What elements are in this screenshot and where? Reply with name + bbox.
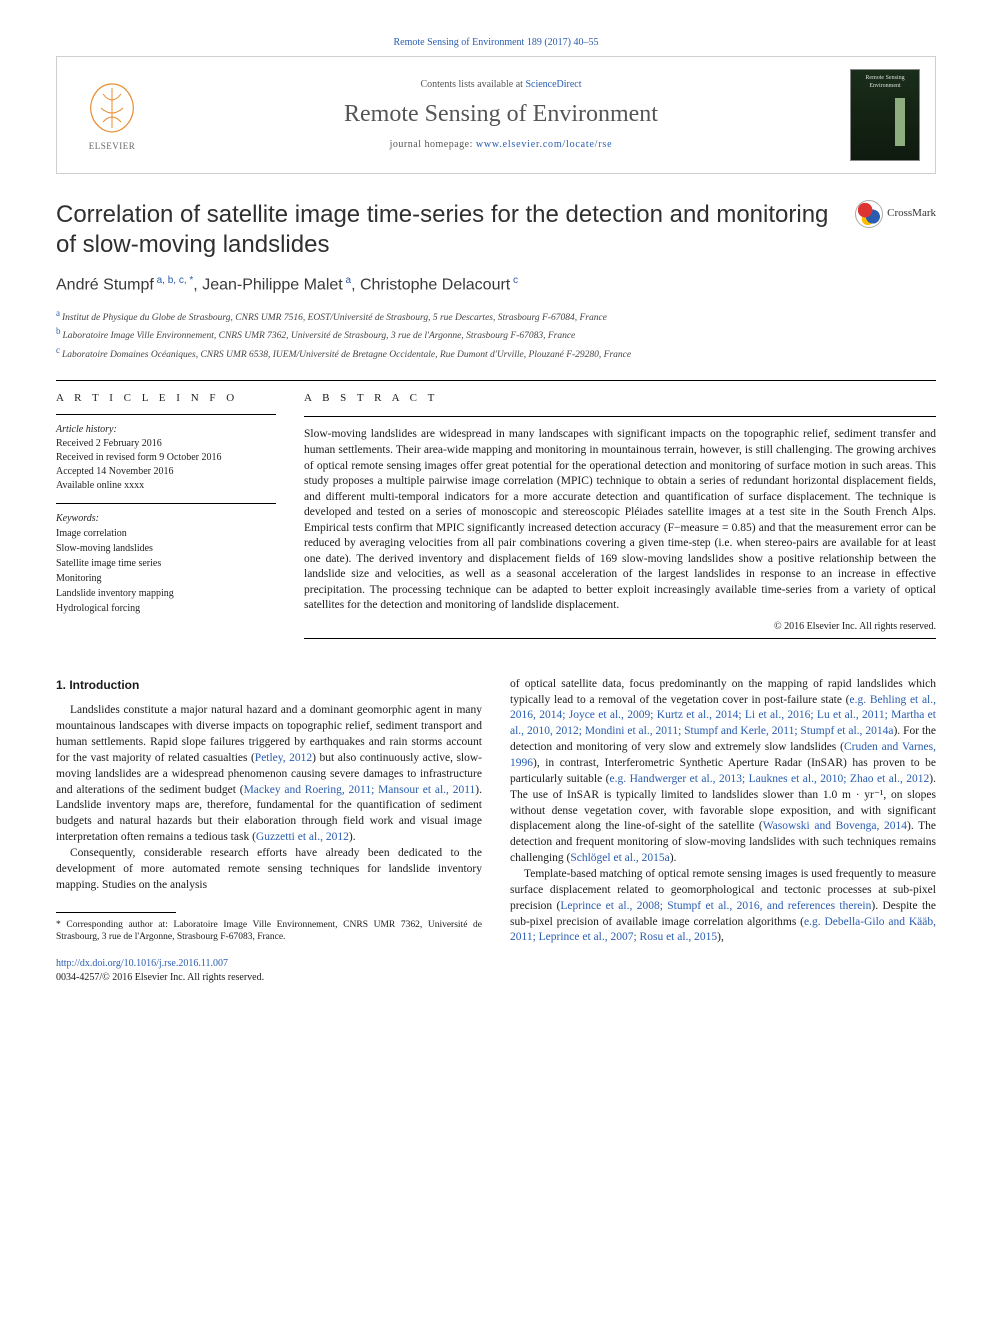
citation-link[interactable]: Cruden and Varnes, 1996 (510, 741, 936, 769)
info-rule-1 (56, 414, 276, 415)
history-line: Received in revised form 9 October 2016 (56, 451, 276, 465)
header-center: Contents lists available at ScienceDirec… (167, 57, 835, 173)
affiliation-line: bLaboratoire Image Ville Environnement, … (56, 325, 936, 343)
citation-link[interactable]: e.g. Handwerger et al., 2013; Lauknes et… (610, 773, 930, 785)
journal-cover-icon: Remote Sensing Environment (850, 69, 920, 161)
citation-link[interactable]: Schlögel et al., 2015a (570, 852, 669, 864)
affil-label: b (56, 326, 61, 336)
sciencedirect-link[interactable]: ScienceDirect (525, 79, 581, 90)
abstract-column: A B S T R A C T Slow-moving landslides a… (304, 391, 936, 649)
homepage-line: journal homepage: www.elsevier.com/locat… (390, 138, 613, 152)
article-title: Correlation of satellite image time-seri… (56, 200, 843, 260)
author-sup: c (510, 275, 518, 286)
body-col-right: of optical satellite data, focus predomi… (510, 677, 936, 985)
keyword: Image correlation (56, 527, 276, 541)
corresponding-footnote: * Corresponding author at: Laboratoire I… (56, 919, 482, 944)
citation-link[interactable]: Leprince et al., 2008; Stumpf et al., 20… (560, 900, 871, 912)
history-line: Received 2 February 2016 (56, 437, 276, 451)
author-name: André Stumpf (56, 276, 154, 293)
doi-link[interactable]: http://dx.doi.org/10.1016/j.rse.2016.11.… (56, 958, 228, 969)
crossmark-badge[interactable]: CrossMark (855, 200, 936, 228)
citation-link[interactable]: e.g. Behling et al., 2016, 2014; Joyce e… (510, 694, 936, 738)
contents-line: Contents lists available at ScienceDirec… (420, 78, 581, 92)
footnote-text: Corresponding author at: Laboratoire Ima… (56, 920, 482, 942)
doi-block: http://dx.doi.org/10.1016/j.rse.2016.11.… (56, 957, 482, 985)
keyword: Hydrological forcing (56, 602, 276, 616)
body-col-left: 1. Introduction Landslides constitute a … (56, 677, 482, 985)
history-label: Article history: (56, 423, 276, 437)
keywords-block: Keywords: Image correlationSlow-moving l… (56, 512, 276, 616)
history-line: Accepted 14 November 2016 (56, 465, 276, 479)
article-info-column: A R T I C L E I N F O Article history: R… (56, 391, 276, 649)
affiliation-line: aInstitut de Physique du Globe de Strasb… (56, 307, 936, 325)
article-history: Article history: Received 2 February 201… (56, 423, 276, 493)
journal-header: ELSEVIER Contents lists available at Sci… (56, 56, 936, 174)
journal-homepage-link[interactable]: www.elsevier.com/locate/rse (476, 139, 612, 150)
crossmark-label: CrossMark (887, 206, 936, 221)
body-paragraph: Template-based matching of optical remot… (510, 867, 936, 946)
author-name: Jean-Philippe Malet (202, 276, 343, 293)
homepage-prefix: journal homepage: (390, 139, 476, 150)
issn-line: 0034-4257/© 2016 Elsevier Inc. All right… (56, 972, 264, 983)
affil-text: Laboratoire Domaines Océaniques, CNRS UM… (62, 350, 631, 360)
cover-label: Remote Sensing Environment (865, 75, 904, 89)
crossmark-icon (855, 200, 883, 228)
citation-link[interactable]: e.g. Debella-Gilo and Kääb, 2011; Leprin… (510, 916, 936, 944)
citation-link[interactable]: Mackey and Roering, 2011; Mansour et al.… (244, 784, 476, 796)
article-info-heading: A R T I C L E I N F O (56, 391, 276, 406)
author-name: Christophe Delacourt (360, 276, 510, 293)
affil-label: c (56, 345, 60, 355)
publisher-logo-cell: ELSEVIER (57, 57, 167, 173)
affil-label: a (56, 308, 60, 318)
authors-line: André Stumpf a, b, c, *, Jean-Philippe M… (56, 274, 936, 297)
contents-prefix: Contents lists available at (420, 79, 525, 90)
footnote-marker: * (56, 920, 61, 930)
affiliation-line: cLaboratoire Domaines Océaniques, CNRS U… (56, 344, 936, 362)
journal-name: Remote Sensing of Environment (344, 98, 658, 132)
publisher-label: ELSEVIER (89, 140, 136, 153)
keywords-label: Keywords: (56, 512, 276, 526)
citation-link[interactable]: Petley, 2012 (255, 752, 312, 764)
abstract-rule (304, 416, 936, 417)
info-rule-2 (56, 503, 276, 504)
abstract-copyright: © 2016 Elsevier Inc. All rights reserved… (304, 620, 936, 634)
citation-link[interactable]: Guzzetti et al., 2012 (256, 831, 349, 843)
citation-line: Remote Sensing of Environment 189 (2017)… (56, 36, 936, 50)
keyword: Monitoring (56, 572, 276, 586)
author-sup: a (343, 275, 351, 286)
keyword: Satellite image time series (56, 557, 276, 571)
citation-link[interactable]: Wasowski and Bovenga, 2014 (763, 820, 907, 832)
keyword: Slow-moving landslides (56, 542, 276, 556)
cover-thumb-cell: Remote Sensing Environment (835, 57, 935, 173)
abstract-rule-bottom (304, 638, 936, 639)
rule-top (56, 380, 936, 381)
elsevier-logo-icon: ELSEVIER (77, 75, 147, 155)
history-line: Available online xxxx (56, 479, 276, 493)
body-paragraph: of optical satellite data, focus predomi… (510, 677, 936, 867)
body-paragraph: Landslides constitute a major natural ha… (56, 703, 482, 846)
author-sup: a, b, c, * (154, 275, 193, 286)
abstract-text: Slow-moving landslides are widespread in… (304, 427, 936, 613)
footnote-separator (56, 912, 176, 913)
affil-text: Institut de Physique du Globe de Strasbo… (62, 313, 607, 323)
abstract-heading: A B S T R A C T (304, 391, 936, 406)
section-heading: 1. Introduction (56, 677, 482, 694)
citation-text: Remote Sensing of Environment 189 (2017)… (394, 37, 599, 48)
affiliations: aInstitut de Physique du Globe de Strasb… (56, 307, 936, 362)
affil-text: Laboratoire Image Ville Environnement, C… (63, 331, 576, 341)
body-paragraph: Consequently, considerable research effo… (56, 846, 482, 894)
keyword: Landslide inventory mapping (56, 587, 276, 601)
